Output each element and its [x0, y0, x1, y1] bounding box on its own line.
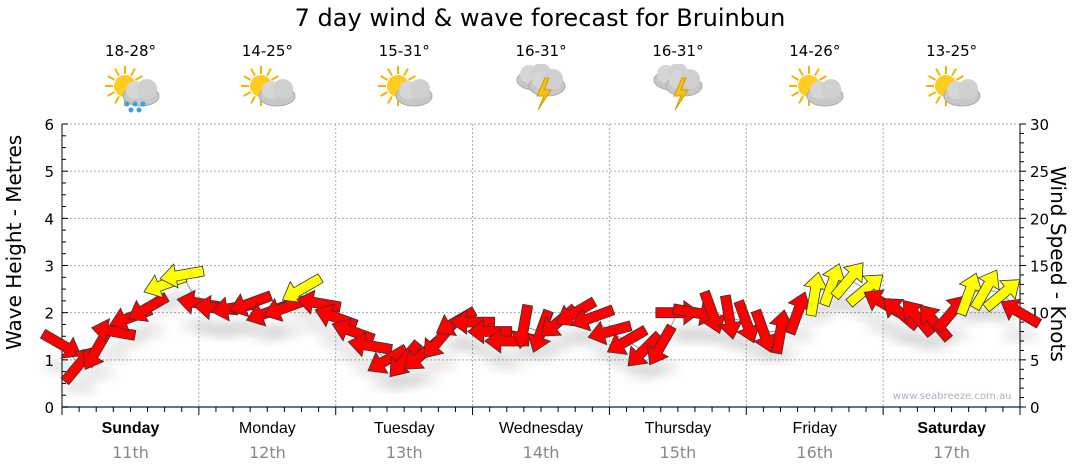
arrow-shadow	[129, 323, 166, 336]
date-label: 13th	[385, 443, 423, 462]
wind-arrow	[717, 294, 743, 340]
day-label: Friday	[792, 420, 837, 437]
day-forecast: 18-28°	[62, 42, 199, 114]
tick-label-left: 4	[44, 210, 54, 228]
wind-arrow	[646, 323, 677, 366]
day-forecast: 14-26°	[746, 42, 883, 114]
wind-arrow	[830, 262, 864, 301]
arrow-shadow	[403, 371, 440, 384]
day-forecast: 16-31°	[473, 42, 610, 114]
tick-label-left: 2	[44, 305, 54, 323]
tick-label-left: 1	[44, 352, 54, 370]
date-label: 12th	[248, 443, 286, 462]
day-label: Monday	[238, 420, 296, 437]
date-label: 11th	[112, 443, 149, 462]
tick-label-left: 6	[44, 116, 54, 134]
wind-arrow	[627, 330, 664, 367]
temperature-range: 16-31°	[515, 42, 567, 60]
tick-label-right: 25	[1030, 163, 1049, 181]
day-forecast: 16-31°	[609, 42, 746, 114]
date-label: 17th	[933, 443, 971, 462]
tick-label-left: 0	[44, 399, 54, 417]
tick-label-right: 30	[1030, 116, 1049, 134]
wind-arrow	[768, 309, 795, 355]
wind-arrow	[159, 263, 205, 289]
wind-arrow	[281, 273, 324, 303]
wind-arrow	[982, 279, 1021, 313]
temperature-range: 15-31°	[378, 42, 430, 60]
temperature-range: 14-26°	[789, 42, 841, 60]
tick-label-left: 3	[44, 258, 54, 276]
wind-arrow	[699, 289, 727, 334]
arrow-shadow	[848, 305, 885, 318]
arrow-shadow	[488, 356, 525, 369]
date-label: 16th	[796, 443, 834, 462]
day-forecast: 13-25°	[883, 42, 1020, 114]
wind-arrow	[571, 304, 616, 332]
wind-arrow	[467, 318, 513, 345]
day-forecast: 14-25°	[199, 42, 336, 114]
tick-label-right: 0	[1030, 399, 1040, 417]
sun-cloud-icon	[378, 66, 433, 107]
thunderstorm-icon	[516, 64, 566, 111]
temperature-range: 16-31°	[652, 42, 704, 60]
arrow-shadow	[266, 323, 303, 336]
wind-arrow	[228, 290, 274, 318]
day-forecast: 15-31°	[336, 42, 473, 114]
wind-arrow	[1000, 298, 1043, 329]
wind-arrow	[555, 296, 598, 327]
day-label: Saturday	[917, 420, 986, 437]
arrow-shadow	[78, 366, 115, 379]
tick-label-left: 5	[44, 163, 54, 181]
chart-title: 7 day wind & wave forecast for Bruinbun	[294, 4, 786, 32]
tick-label-right: 15	[1030, 258, 1049, 276]
temperature-range: 14-25°	[241, 42, 293, 60]
wind-arrow	[955, 272, 983, 317]
wind-arrow	[587, 320, 633, 346]
wind-arrow	[367, 343, 410, 374]
arrow-shadow	[420, 356, 457, 369]
wind-arrow	[90, 317, 137, 344]
credit-text: www.seabreeze.com.au	[893, 391, 1012, 402]
wind-arrow	[750, 308, 778, 353]
wind-arrow	[449, 309, 495, 335]
wind-arrow	[733, 299, 761, 344]
temperature-range: 18-28°	[104, 42, 157, 60]
wind-arrow	[845, 274, 884, 308]
arrow-shadow	[642, 361, 679, 374]
day-label: Wednesday	[498, 420, 584, 437]
wind-series	[39, 262, 1043, 393]
arrow-shadow	[865, 319, 902, 332]
date-label: 15th	[659, 443, 697, 462]
sun-cloud-rain-icon	[104, 66, 159, 113]
sun-cloud-icon	[241, 66, 296, 107]
arrow-shadow	[1002, 328, 1038, 341]
date-label: 14th	[522, 443, 560, 462]
wind-arrow	[803, 271, 829, 317]
wind-arrow	[819, 263, 846, 308]
wind-arrow	[606, 325, 649, 355]
wind-arrow	[969, 269, 1000, 312]
arrow-shadow	[523, 347, 559, 360]
tick-label-right: 20	[1030, 210, 1049, 228]
wind-arrow	[347, 332, 393, 358]
arrow-shadow	[95, 347, 132, 360]
temperature-range: 13-25°	[926, 42, 978, 60]
sun-cloud-icon	[788, 66, 844, 107]
day-label: Thursday	[644, 420, 712, 437]
day-label: Sunday	[101, 420, 160, 437]
thunderstorm-icon	[653, 64, 703, 111]
sun-cloud-icon	[925, 66, 981, 107]
tick-label-right: 5	[1030, 352, 1040, 370]
day-label: Tuesday	[373, 420, 435, 437]
wind-arrow	[39, 328, 82, 359]
